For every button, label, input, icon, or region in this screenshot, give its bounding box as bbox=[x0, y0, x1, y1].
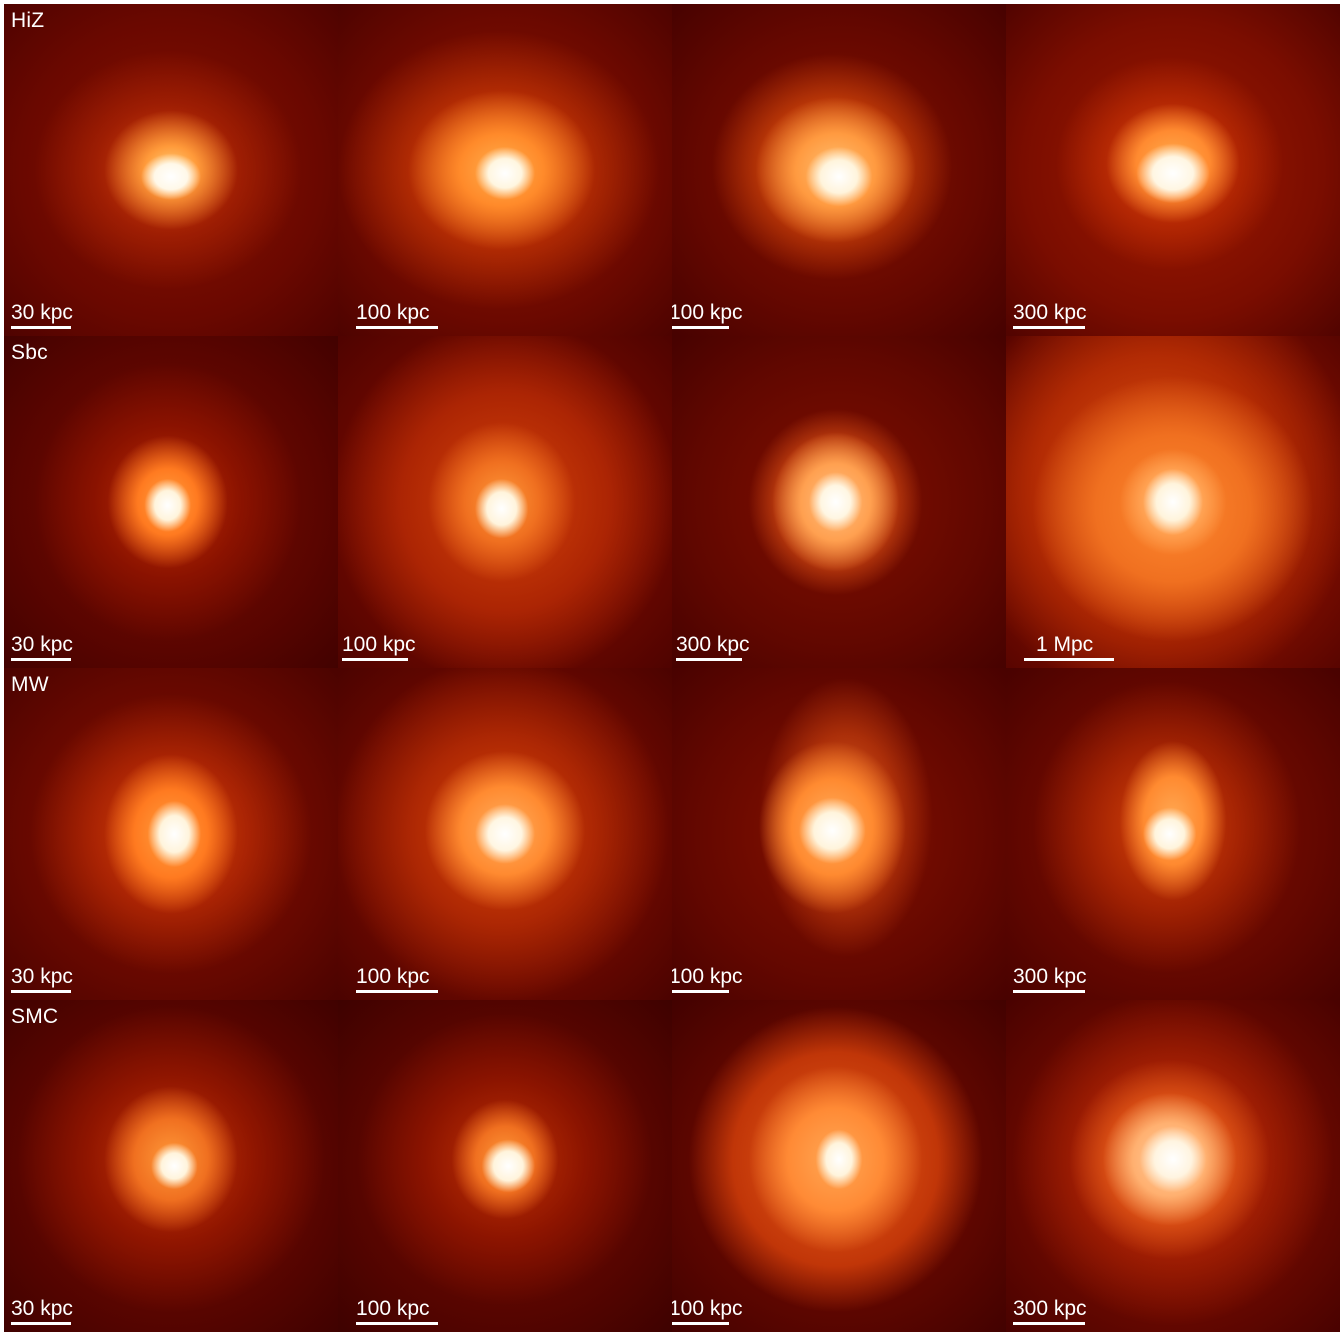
scale-bar: 1 Mpc bbox=[1024, 634, 1114, 661]
scale-label: 100 kpc bbox=[672, 301, 743, 324]
gas-density-image bbox=[4, 668, 338, 1000]
gas-density-image bbox=[4, 4, 338, 336]
scale-label: 30 kpc bbox=[11, 301, 73, 324]
gas-density-image bbox=[338, 4, 672, 336]
row-label: Sbc bbox=[11, 341, 48, 364]
gas-density-image bbox=[338, 336, 672, 668]
scale-bar: 30 kpc bbox=[11, 1298, 73, 1325]
row-label: SMC bbox=[11, 1005, 59, 1028]
gas-density-image bbox=[672, 4, 1006, 336]
panel-hiz-1: HiZ 30 kpc bbox=[4, 4, 338, 336]
scale-line bbox=[1013, 990, 1085, 993]
scale-bar: 100 kpc bbox=[672, 966, 743, 993]
scale-line bbox=[676, 658, 742, 661]
scale-label: 100 kpc bbox=[356, 301, 430, 324]
scale-label: 300 kpc bbox=[1013, 965, 1087, 988]
scale-bar: 100 kpc bbox=[672, 302, 743, 329]
panel-mw-2: 100 kpc bbox=[338, 668, 672, 1000]
scale-label: 300 kpc bbox=[1013, 1297, 1087, 1320]
scale-line bbox=[672, 990, 729, 993]
scale-label: 100 kpc bbox=[672, 1297, 743, 1320]
scale-bar: 300 kpc bbox=[1013, 966, 1087, 993]
gas-density-image bbox=[338, 668, 672, 1000]
scale-bar: 300 kpc bbox=[676, 634, 750, 661]
panel-smc-2: 100 kpc bbox=[338, 1000, 672, 1332]
galaxy-image-grid: HiZ 30 kpc 100 kpc 100 kpc 300 kpc Sbc 3… bbox=[4, 4, 1340, 1332]
scale-bar: 100 kpc bbox=[356, 302, 438, 329]
panel-mw-4: 300 kpc bbox=[1006, 668, 1340, 1000]
scale-label: 100 kpc bbox=[672, 965, 743, 988]
scale-label: 300 kpc bbox=[1013, 301, 1087, 324]
scale-bar: 100 kpc bbox=[672, 1298, 743, 1325]
panel-smc-4: 300 kpc bbox=[1006, 1000, 1340, 1332]
scale-bar: 30 kpc bbox=[11, 966, 73, 993]
panel-sbc-4: 1 Mpc bbox=[1006, 336, 1340, 668]
gas-density-image bbox=[672, 1000, 1006, 1332]
row-label: MW bbox=[11, 673, 49, 696]
scale-line bbox=[356, 1322, 438, 1325]
scale-label: 100 kpc bbox=[342, 633, 416, 656]
row-label: HiZ bbox=[11, 9, 45, 32]
panel-mw-3: 100 kpc bbox=[672, 668, 1006, 1000]
panel-sbc-1: Sbc 30 kpc bbox=[4, 336, 338, 668]
scale-line bbox=[11, 1322, 71, 1325]
scale-bar: 30 kpc bbox=[11, 634, 73, 661]
panel-smc-3: 100 kpc bbox=[672, 1000, 1006, 1332]
panel-mw-1: MW 30 kpc bbox=[4, 668, 338, 1000]
scale-label: 300 kpc bbox=[676, 633, 750, 656]
scale-label: 100 kpc bbox=[356, 1297, 430, 1320]
scale-bar: 100 kpc bbox=[342, 634, 416, 661]
panel-smc-1: SMC 30 kpc bbox=[4, 1000, 338, 1332]
gas-density-image bbox=[338, 1000, 672, 1332]
panel-sbc-3: 300 kpc bbox=[672, 336, 1006, 668]
scale-line bbox=[1024, 658, 1114, 661]
scale-label: 30 kpc bbox=[11, 633, 73, 656]
scale-line bbox=[11, 990, 71, 993]
scale-label: 1 Mpc bbox=[1036, 633, 1094, 656]
gas-density-image bbox=[4, 1000, 338, 1332]
gas-density-image bbox=[1006, 336, 1340, 668]
scale-line bbox=[356, 990, 438, 993]
scale-line bbox=[1013, 1322, 1085, 1325]
scale-line bbox=[342, 658, 408, 661]
gas-density-image bbox=[1006, 4, 1340, 336]
gas-density-image bbox=[672, 336, 1006, 668]
gas-density-image bbox=[1006, 668, 1340, 1000]
scale-line bbox=[672, 326, 729, 329]
scale-line bbox=[356, 326, 438, 329]
scale-line bbox=[11, 326, 71, 329]
gas-density-image bbox=[4, 336, 338, 668]
panel-hiz-2: 100 kpc bbox=[338, 4, 672, 336]
scale-bar: 300 kpc bbox=[1013, 1298, 1087, 1325]
scale-label: 30 kpc bbox=[11, 1297, 73, 1320]
panel-hiz-4: 300 kpc bbox=[1006, 4, 1340, 336]
scale-label: 30 kpc bbox=[11, 965, 73, 988]
scale-line bbox=[1013, 326, 1085, 329]
gas-density-image bbox=[672, 668, 1006, 1000]
panel-hiz-3: 100 kpc bbox=[672, 4, 1006, 336]
panel-sbc-2: 100 kpc bbox=[338, 336, 672, 668]
scale-bar: 100 kpc bbox=[356, 966, 438, 993]
gas-density-image bbox=[1006, 1000, 1340, 1332]
scale-label: 100 kpc bbox=[356, 965, 430, 988]
scale-bar: 100 kpc bbox=[356, 1298, 438, 1325]
scale-line bbox=[11, 658, 71, 661]
scale-line bbox=[672, 1322, 729, 1325]
scale-bar: 300 kpc bbox=[1013, 302, 1087, 329]
scale-bar: 30 kpc bbox=[11, 302, 73, 329]
